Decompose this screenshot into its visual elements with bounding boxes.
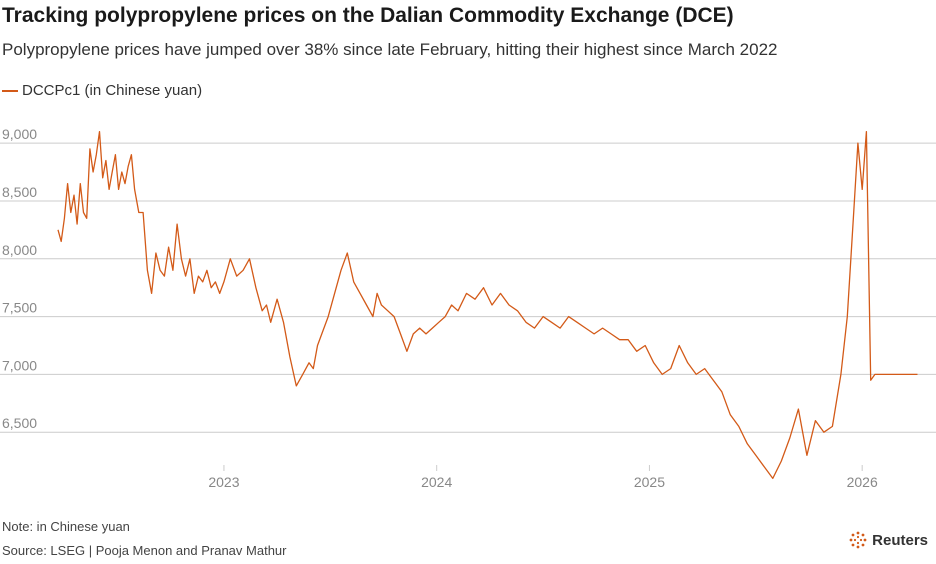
- grid-layer: [0, 142, 936, 433]
- x-tick-label: 2026: [847, 474, 878, 490]
- y-tick-label: 8,500: [2, 184, 37, 200]
- reuters-logo: Reuters: [848, 530, 928, 550]
- brand-label: Reuters: [872, 531, 928, 549]
- legend-label: DCCPc1 (in Chinese yuan): [22, 82, 203, 99]
- y-tick-label: 8,000: [2, 242, 37, 258]
- chart-note: Note: in Chinese yuan: [2, 519, 130, 534]
- y-tick-label: 6,500: [2, 415, 37, 431]
- chart-subtitle: Polypropylene prices have jumped over 38…: [2, 40, 778, 59]
- legend-swatch: [2, 89, 18, 92]
- y-tick-label: 9,000: [2, 126, 37, 142]
- chart-title: Tracking polypropylene prices on the Dal…: [2, 4, 734, 27]
- chart-source: Source: LSEG | Pooja Menon and Pranav Ma…: [2, 543, 287, 558]
- x-axis-labels: 2023 2024 2025 2026: [208, 465, 878, 490]
- y-axis-labels: 6,500 7,000 7,500 8,000 8,500 9,000: [2, 126, 37, 431]
- series-line-dccpc1: [57, 130, 918, 480]
- reuters-dots-icon: [849, 531, 867, 549]
- x-tick-label: 2025: [634, 474, 665, 490]
- x-tick-label: 2024: [421, 474, 452, 490]
- y-tick-label: 7,000: [2, 357, 37, 373]
- legend: DCCPc1 (in Chinese yuan): [2, 82, 202, 99]
- x-tick-label: 2023: [208, 474, 239, 490]
- y-tick-label: 7,500: [2, 300, 37, 316]
